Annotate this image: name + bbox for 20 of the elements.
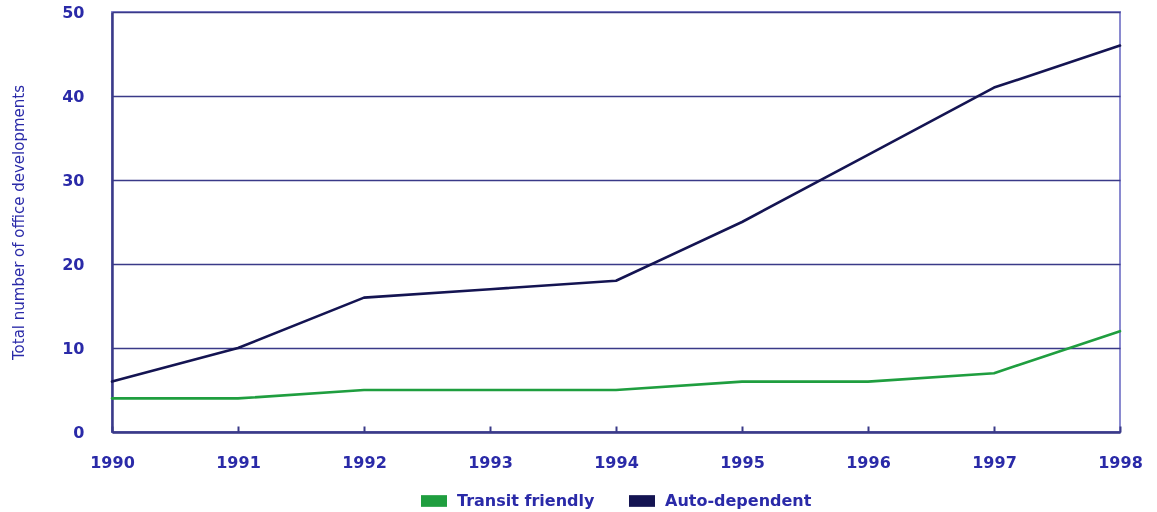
- x-tick-label: 1993: [468, 452, 513, 472]
- x-tick-label: 1991: [216, 452, 261, 472]
- x-tick-label: 1995: [720, 452, 765, 472]
- x-tick-label: 1994: [594, 452, 639, 472]
- y-tick-label: 20: [62, 254, 85, 274]
- x-tick-label: 1996: [846, 452, 891, 472]
- x-tick-label: 1997: [972, 452, 1017, 472]
- y-tick-label: 30: [62, 170, 85, 190]
- line-series: [110, 44, 1122, 383]
- x-tick-label: 1992: [342, 452, 387, 472]
- legend-label: Auto-dependent: [665, 491, 812, 510]
- x-tick-label: 1990: [90, 452, 135, 472]
- y-tick-label: 40: [62, 86, 85, 106]
- y-tick-label: 0: [73, 422, 85, 442]
- y-tick-label: 10: [62, 338, 85, 358]
- x-tick-label: 1998: [1098, 452, 1143, 472]
- y-axis-title: Total number of office developments: [9, 84, 28, 362]
- y-tick-label: 50: [62, 2, 85, 22]
- line-series: [110, 329, 1122, 400]
- legend-label: Transit friendly: [457, 491, 595, 510]
